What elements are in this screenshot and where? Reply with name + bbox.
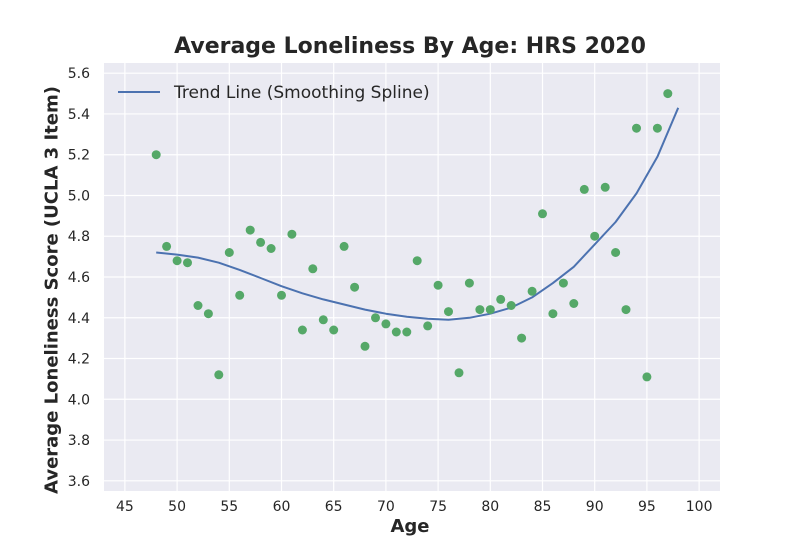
grid <box>104 63 720 491</box>
data-point <box>151 150 161 160</box>
data-point <box>172 256 182 266</box>
y-tick-label: 4.2 <box>68 352 90 368</box>
data-point <box>402 327 412 337</box>
data-point <box>245 225 255 235</box>
data-point <box>652 123 662 133</box>
y-tick-label: 5.0 <box>68 188 90 204</box>
data-point <box>256 237 266 247</box>
y-tick-label: 4.4 <box>68 311 90 327</box>
data-point <box>329 325 339 335</box>
data-point <box>423 321 433 331</box>
x-tick-label: 50 <box>168 499 186 515</box>
x-tick-label: 60 <box>273 499 291 515</box>
data-point <box>506 301 516 310</box>
data-point <box>381 319 391 329</box>
data-point <box>548 309 558 319</box>
y-tick-label: 3.8 <box>68 433 90 449</box>
data-point <box>339 241 349 251</box>
x-tick-label: 55 <box>220 499 238 515</box>
x-tick-label: 80 <box>481 499 499 515</box>
data-point <box>391 327 401 337</box>
data-point <box>569 299 579 308</box>
x-tick-label: 85 <box>534 499 552 515</box>
data-point <box>496 294 506 304</box>
x-tick-label: 45 <box>116 499 134 515</box>
data-point <box>579 184 589 194</box>
data-point <box>412 256 422 266</box>
data-point <box>642 372 652 382</box>
data-point <box>611 248 621 257</box>
data-point <box>203 309 213 319</box>
y-tick-label: 5.6 <box>68 66 90 82</box>
data-point <box>454 368 464 378</box>
y-tick-label: 4.0 <box>68 392 90 408</box>
data-point <box>590 231 600 241</box>
data-point <box>538 209 547 219</box>
data-point <box>277 290 286 300</box>
x-tick-label: 75 <box>429 499 447 515</box>
y-tick-label: 3.6 <box>68 474 90 490</box>
data-point <box>485 305 495 315</box>
chart-title: Average Loneliness By Age: HRS 2020 <box>174 34 646 59</box>
data-point <box>621 305 631 315</box>
data-point <box>193 301 203 310</box>
data-point <box>183 258 192 268</box>
data-point <box>162 241 172 251</box>
data-point <box>235 290 245 300</box>
data-point <box>444 307 453 317</box>
trend-line <box>156 107 680 321</box>
data-point <box>527 286 537 296</box>
data-point <box>318 315 328 325</box>
scatter-points <box>151 89 673 382</box>
data-point <box>360 341 370 351</box>
trend-lines <box>156 107 680 321</box>
x-tick-label: 70 <box>377 499 395 515</box>
data-point <box>558 278 568 288</box>
x-tick-label: 95 <box>638 499 656 515</box>
data-point <box>350 282 360 292</box>
x-axis-label: Age <box>390 516 430 537</box>
data-point <box>371 313 380 323</box>
y-tick-label: 4.6 <box>68 270 90 286</box>
tick-labels: 45 50 55 60 65 70 75 80 85 90 95 100 3.6 3.8 4.0 4.2 4.4… <box>68 66 713 515</box>
data-point <box>224 248 234 257</box>
data-point <box>297 325 307 335</box>
x-tick-label: 100 <box>686 499 713 515</box>
data-point <box>632 123 641 133</box>
data-point <box>308 264 318 274</box>
data-point <box>475 305 485 315</box>
data-point <box>663 89 673 99</box>
data-point <box>464 278 474 288</box>
y-tick-label: 5.4 <box>68 107 90 123</box>
data-point <box>517 333 527 343</box>
x-tick-label: 65 <box>325 499 343 515</box>
legend-label: Trend Line (Smoothing Spline) <box>173 83 430 103</box>
data-point <box>600 182 610 192</box>
y-tick-label: 4.8 <box>68 229 90 245</box>
data-point <box>287 229 297 239</box>
y-tick-label: 5.2 <box>68 148 90 164</box>
data-point <box>266 244 276 253</box>
data-point <box>214 370 224 380</box>
x-tick-label: 90 <box>586 499 604 515</box>
legend: Trend Line (Smoothing Spline) <box>118 83 430 103</box>
data-point <box>433 280 443 290</box>
